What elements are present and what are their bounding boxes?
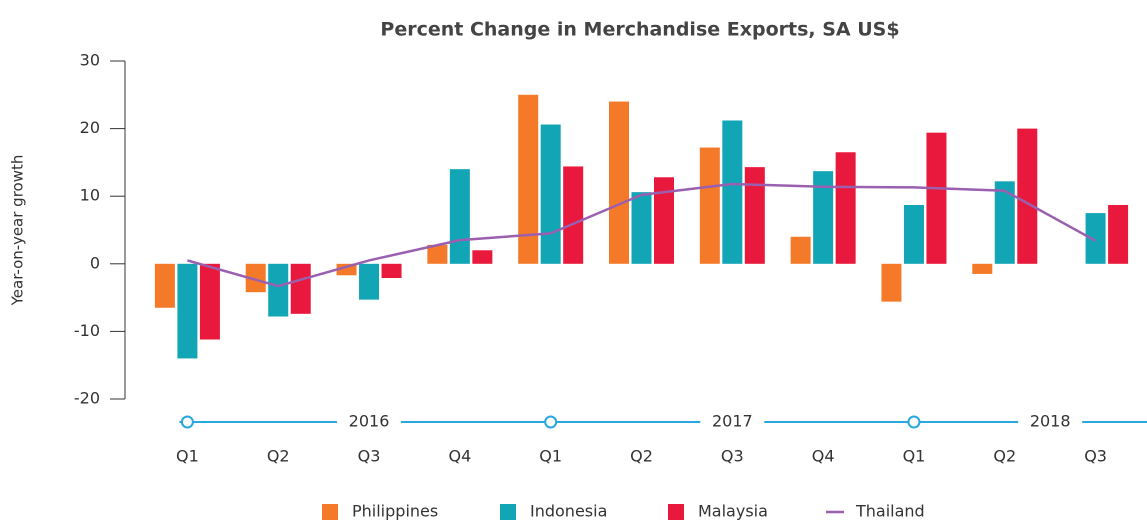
- y-axis-label: Year-on-year growth: [9, 155, 27, 307]
- legend-swatch: [668, 504, 684, 520]
- bar: [994, 181, 1015, 264]
- chart-title: Percent Change in Merchandise Exports, S…: [380, 19, 899, 41]
- bar: [609, 101, 629, 264]
- x-tick-label: Q2: [993, 447, 1016, 466]
- y-tick-label: 0: [90, 253, 100, 272]
- x-tick-label: Q1: [176, 447, 199, 466]
- bar: [449, 169, 470, 264]
- legend-label: Malaysia: [698, 502, 768, 521]
- bar: [1085, 213, 1106, 264]
- legend-swatch: [322, 504, 338, 520]
- year-label-bg: [337, 410, 402, 434]
- bar: [881, 263, 902, 302]
- bar: [926, 132, 947, 264]
- bar: [722, 120, 743, 264]
- legend-label: Philippines: [352, 502, 438, 521]
- bar: [177, 263, 198, 359]
- bar: [336, 263, 357, 276]
- bar: [631, 192, 652, 264]
- bar: [245, 263, 266, 293]
- year-label: 2016: [349, 412, 390, 431]
- x-tick-label: Q2: [267, 447, 290, 466]
- year-marker: [180, 415, 194, 429]
- x-tick-label: Q1: [903, 447, 926, 466]
- bar: [813, 171, 834, 264]
- bar: [790, 236, 811, 264]
- bar: [654, 177, 674, 264]
- bar: [472, 250, 493, 264]
- y-tick-label: 10: [80, 186, 100, 205]
- bar: [1017, 128, 1038, 264]
- y-tick-label: -10: [74, 321, 100, 340]
- year-marker: [544, 415, 558, 429]
- bar: [381, 263, 402, 278]
- bar: [154, 263, 175, 308]
- bar: [699, 147, 720, 264]
- y-tick-label: 20: [80, 118, 100, 137]
- y-tick-label: -20: [74, 389, 100, 408]
- bar: [835, 152, 856, 264]
- bar: [268, 263, 289, 317]
- year-label-bg: [700, 410, 765, 434]
- legend-swatch: [500, 504, 516, 520]
- x-tick-label: Q1: [539, 447, 562, 466]
- year-label-bg: [1018, 410, 1083, 434]
- bar: [427, 244, 448, 264]
- line: [187, 182, 1097, 288]
- x-tick-label: Q2: [630, 447, 653, 466]
- year-label: 2017: [712, 412, 753, 431]
- y-tick-label: 30: [80, 51, 100, 70]
- legend-label: Indonesia: [530, 502, 607, 521]
- x-tick-label: Q4: [812, 447, 835, 466]
- bar: [518, 94, 539, 264]
- bar: [972, 263, 993, 274]
- bar: [563, 166, 584, 264]
- x-tick-label: Q3: [1084, 447, 1107, 466]
- bar: [540, 124, 561, 264]
- legend-label: Thailand: [855, 502, 925, 521]
- x-tick-label: Q3: [358, 447, 381, 466]
- x-tick-label: Q3: [721, 447, 744, 466]
- bar: [744, 167, 765, 264]
- year-label: 2018: [1030, 412, 1071, 431]
- bar: [199, 263, 220, 340]
- bar: [1108, 204, 1129, 264]
- x-tick-label: Q4: [448, 447, 471, 466]
- year-marker: [907, 415, 921, 429]
- bar: [359, 263, 380, 300]
- bar: [903, 204, 924, 264]
- bar: [290, 263, 311, 314]
